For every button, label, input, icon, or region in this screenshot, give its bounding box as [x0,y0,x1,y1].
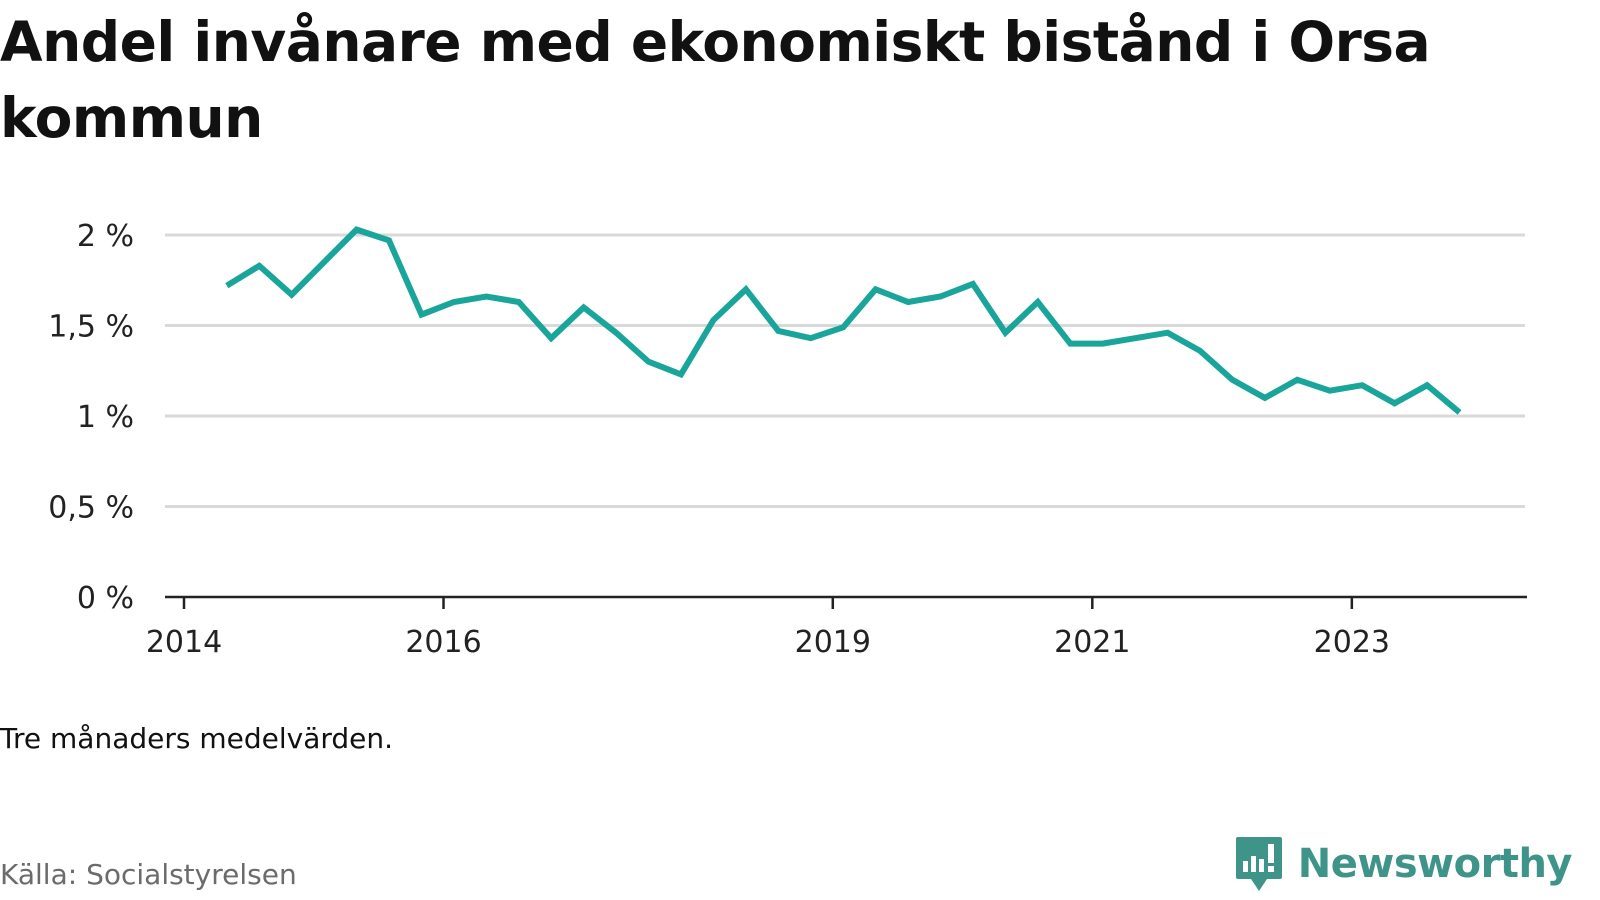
y-tick-label: 0 % [77,581,134,616]
series-line [225,226,1462,415]
chart-title: Andel invånare med ekonomiskt bistånd i … [0,10,1431,150]
x-axis-tick-labels: 2014 2016 2019 2021 2023 [146,625,1390,660]
source-credit: Källa: Socialstyrelsen [0,858,297,891]
series-layer [225,226,1462,415]
newsworthy-logo: Newsworthy [1234,834,1573,894]
chart-note: Tre månaders medelvärden. [0,722,394,755]
y-tick-label: 2 % [77,219,134,254]
x-axis [165,595,1527,609]
newsworthy-logo-icon [1235,837,1282,891]
line-chart: 0 % 0,5 % 1 % 1,5 % 2 % 2014 2016 2019 2021 2023 [48,219,1527,660]
y-tick-label: 1,5 % [48,310,134,345]
x-tick-label: 2014 [146,625,222,660]
gridlines [165,233,1525,508]
newsworthy-logo-text: Newsworthy [1297,841,1573,887]
x-tick-label: 2021 [1054,625,1130,660]
y-axis-tick-labels: 0 % 0,5 % 1 % 1,5 % 2 % [48,219,134,616]
x-tick-label: 2019 [795,625,871,660]
y-tick-label: 0,5 % [48,491,134,526]
y-tick-label: 1 % [77,400,134,435]
x-tick-label: 2016 [405,625,481,660]
x-tick-label: 2023 [1314,625,1390,660]
